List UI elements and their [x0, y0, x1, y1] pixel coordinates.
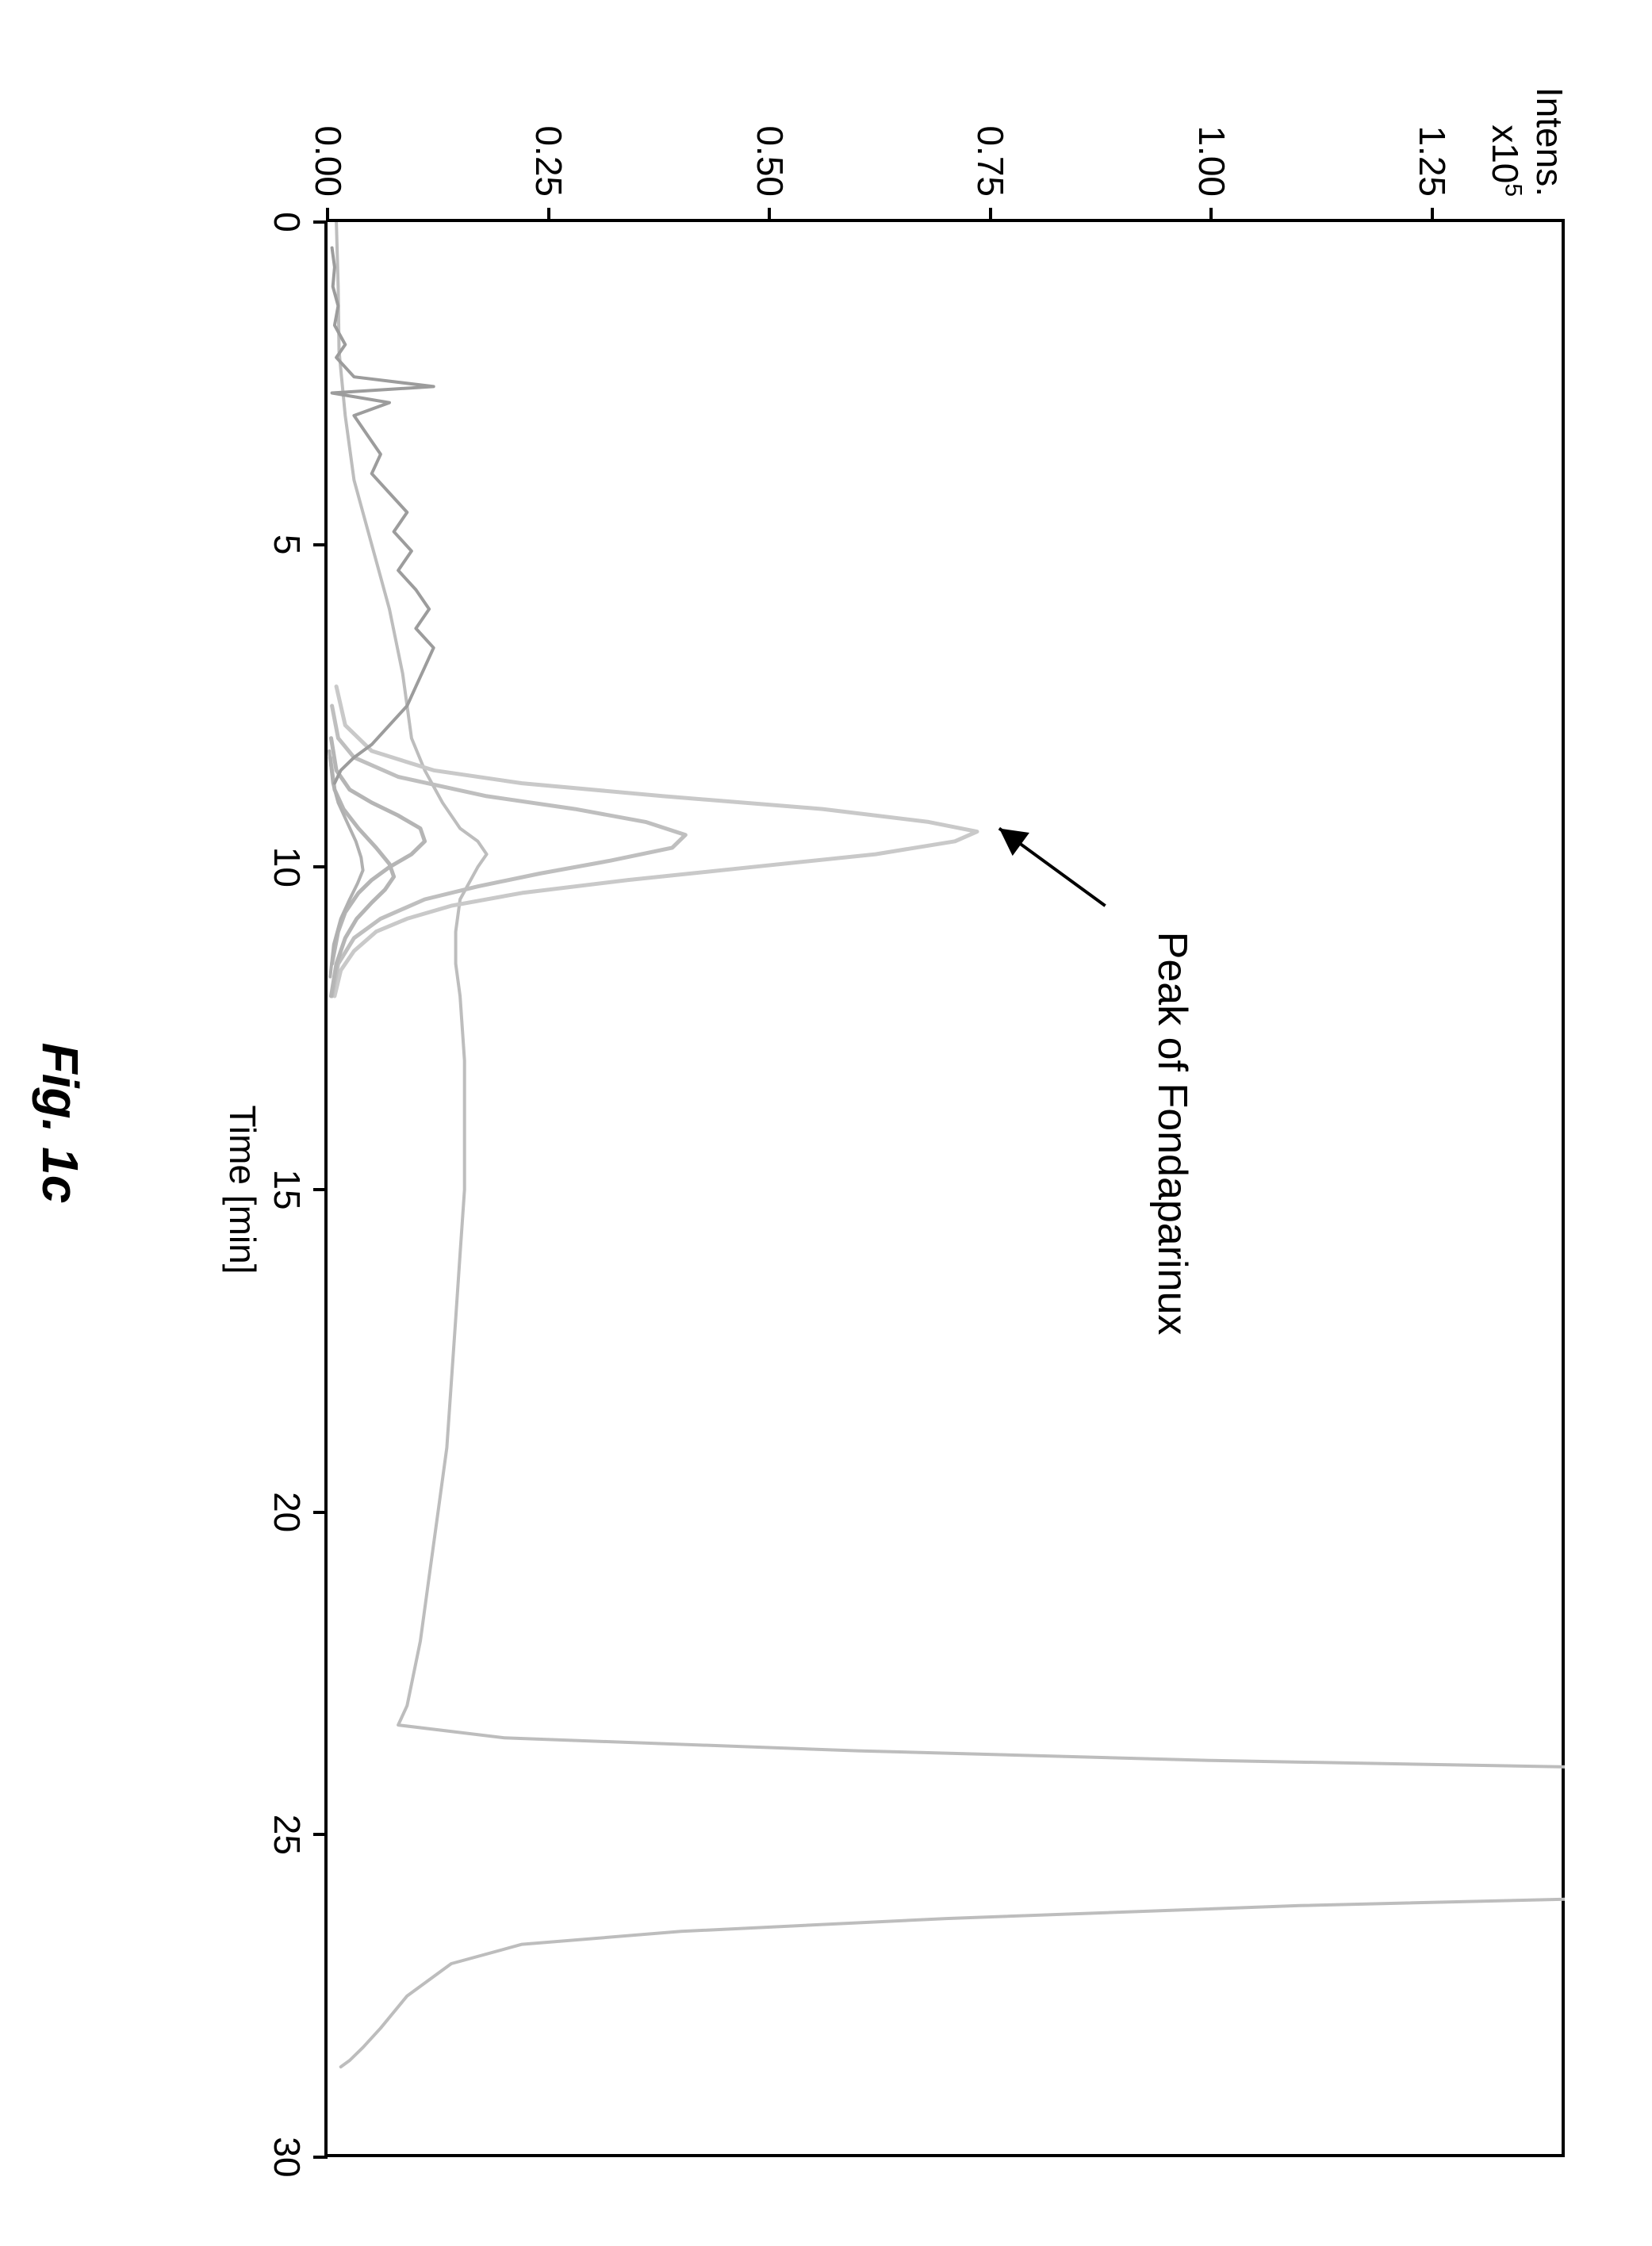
- plot-svg: [0, 0, 1652, 2246]
- chart-holder: 0.000.250.500.751.001.25051015202530Inte…: [0, 0, 1652, 2246]
- series-trace_med_peak: [332, 706, 686, 996]
- series-trace_noise_left: [332, 248, 434, 784]
- figure-caption: Fig. 1c: [31, 885, 90, 1361]
- series-trace_big_peak: [335, 687, 977, 996]
- series-trace_baseline_rise: [336, 222, 1565, 1767]
- series-trace_late_dip: [341, 1899, 1565, 2067]
- peak-annotation-label: Peak of Fondaparinux: [1148, 932, 1196, 1336]
- page-rotator: 0.000.250.500.751.001.25051015202530Inte…: [0, 0, 1652, 2246]
- peak-annotation-arrow: [999, 829, 1106, 906]
